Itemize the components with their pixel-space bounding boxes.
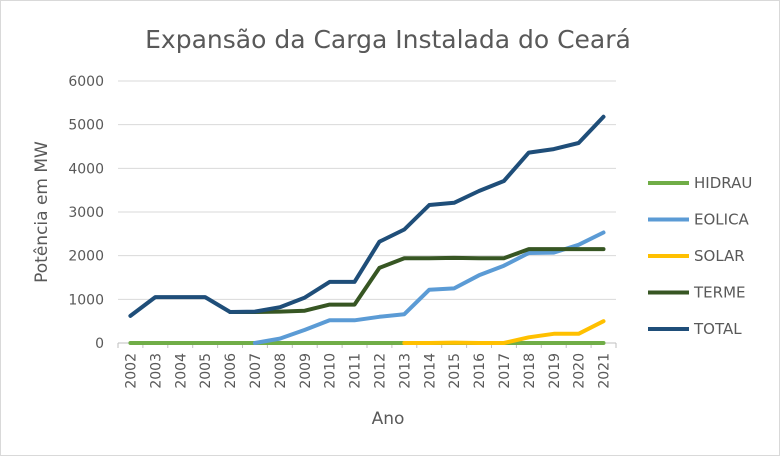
x-axis-ticks: 2002 2003 2004 2005 2006 2007 2008 2009 2010 2011… (117, 343, 617, 389)
legend-label-total: TOTAL (693, 320, 742, 338)
series-line-solar (402, 319, 606, 345)
x-tick-label: 2015 (447, 353, 463, 389)
y-tick-label: 2000 (68, 249, 104, 265)
series-line-eolica (252, 230, 606, 345)
series-line-terme (228, 247, 606, 314)
gridlines (118, 80, 616, 344)
series-lines (128, 114, 606, 345)
x-tick-label: 2017 (497, 353, 513, 389)
y-tick-label: 5000 (68, 118, 104, 134)
y-axis-title: Potência em MW (32, 141, 52, 283)
x-tick-label: 2019 (547, 353, 563, 389)
legend-label-eolica: EOLICA (694, 211, 750, 229)
x-tick-label: 2010 (323, 353, 339, 389)
x-tick-label: 2012 (372, 353, 388, 389)
legend-label-solar: SOLAR (694, 247, 745, 265)
x-tick-label: 2004 (173, 353, 189, 389)
x-tick-label: 2009 (298, 353, 314, 389)
x-tick-label: 2013 (397, 353, 413, 389)
x-tick-label: 2018 (522, 353, 538, 389)
x-tick-label: 2007 (248, 353, 264, 389)
chart-title: Expansão da Carga Instalada do Ceará (145, 25, 631, 54)
y-tick-label: 6000 (68, 74, 104, 90)
x-tick-label: 2021 (597, 353, 613, 389)
x-tick-label: 2006 (223, 353, 239, 389)
y-tick-label: 3000 (68, 205, 104, 221)
y-tick-label: 4000 (68, 161, 104, 177)
legend: HIDRAU EOLICA SOLAR TERME TOTAL (648, 174, 752, 338)
x-tick-label: 2014 (422, 353, 438, 389)
y-tick-label: 1000 (68, 292, 104, 308)
x-tick-label: 2002 (123, 353, 139, 389)
legend-label-hidrau: HIDRAU (694, 174, 752, 192)
x-tick-label: 2020 (572, 353, 588, 389)
y-tick-label: 0 (95, 336, 104, 352)
series-line-total (128, 114, 606, 318)
x-tick-label: 2011 (348, 353, 364, 389)
x-tick-label: 2008 (273, 353, 289, 389)
x-axis-title: Ano (372, 409, 405, 429)
y-axis-ticks: 0 1000 2000 3000 4000 5000 6000 (68, 74, 104, 352)
x-tick-label: 2003 (148, 353, 164, 389)
x-tick-label: 2005 (198, 353, 214, 389)
x-tick-label: 2016 (472, 353, 488, 389)
legend-label-terme: TERME (693, 284, 745, 302)
